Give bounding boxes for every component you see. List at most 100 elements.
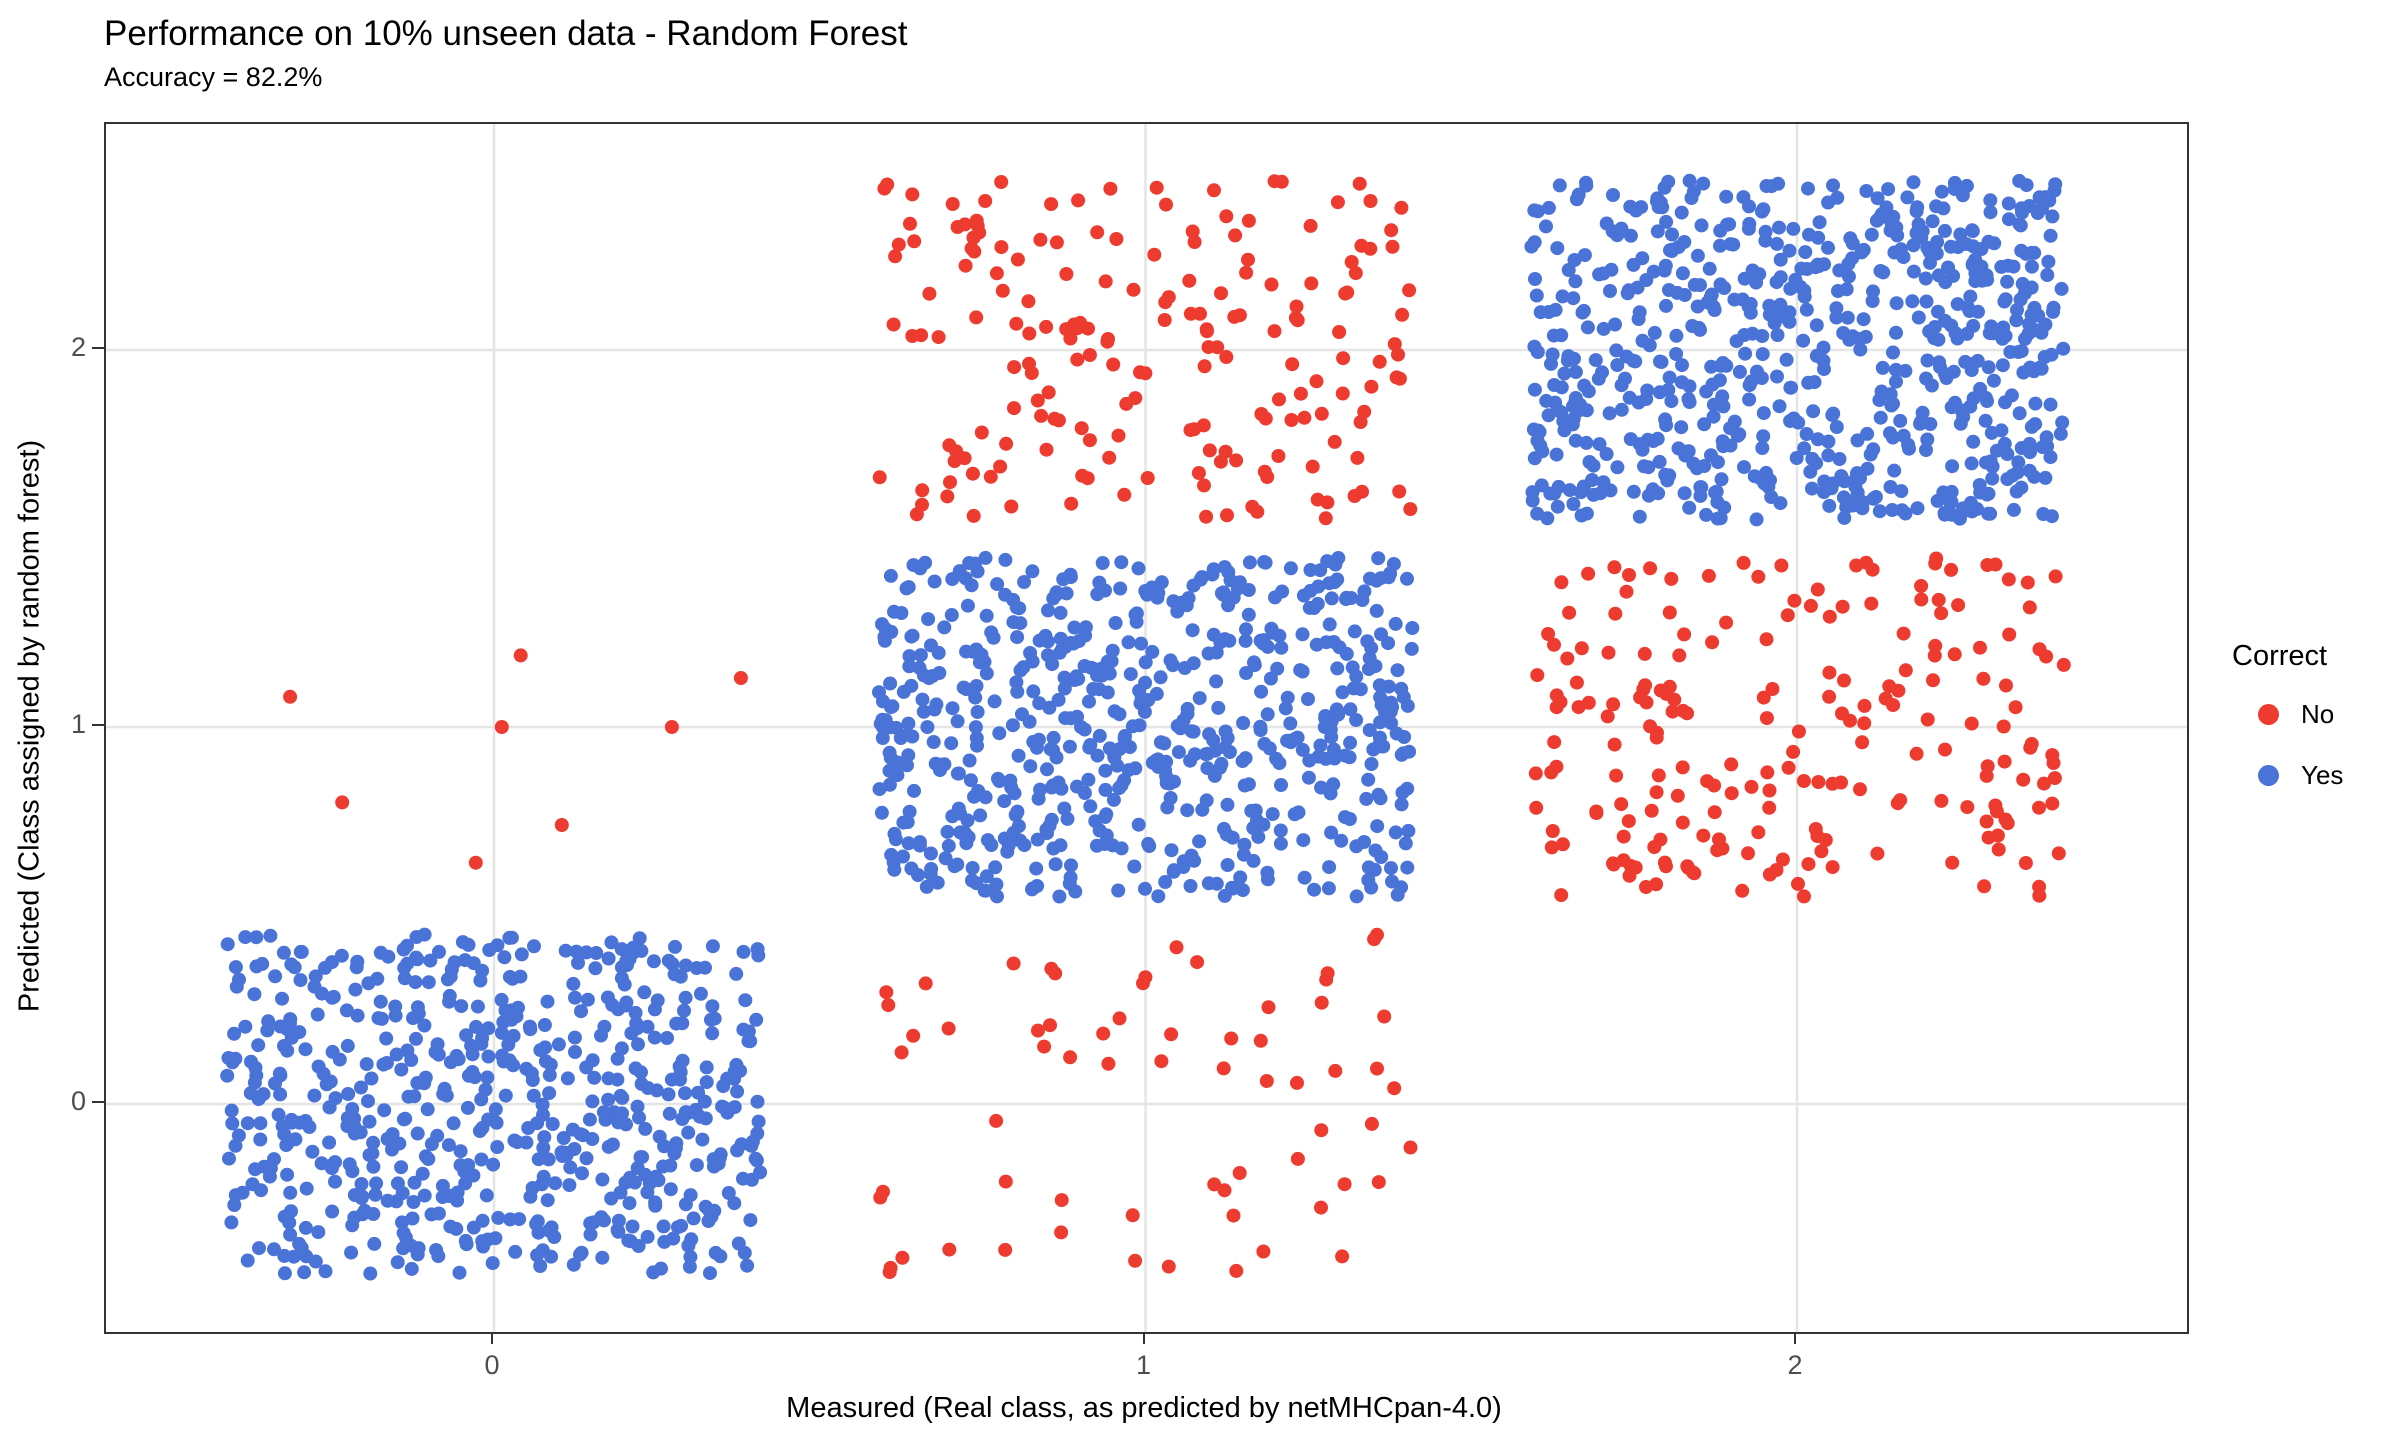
data-point [1814,844,1829,859]
data-point [244,1054,258,1069]
data-point [1675,760,1690,775]
data-point [1267,174,1282,189]
x-tick-label: 2 [1787,1350,1803,1380]
data-point [1264,621,1279,636]
data-point [614,942,629,957]
data-point [480,1232,495,1247]
data-point [1701,568,1716,583]
data-point [1233,870,1248,885]
data-point [665,957,680,972]
data-point [1247,655,1261,670]
data-point [1667,692,1682,707]
data-point [2027,469,2042,484]
data-point [1694,218,1709,233]
data-point [1682,173,1697,188]
data-point [1096,1026,1111,1041]
data-point [1863,447,1878,462]
data-point [1858,329,1873,344]
data-point [1960,800,1975,815]
data-point [663,1182,678,1197]
data-point [1769,863,1784,877]
data-point [915,483,930,498]
data-point [1860,461,1875,476]
data-point [1610,228,1625,243]
data-point [1905,294,1920,309]
data-point [1039,442,1054,457]
data-point [1268,590,1282,605]
data-point [695,1132,710,1147]
data-point [267,1242,281,1257]
data-point [1662,283,1676,297]
data-point [400,956,415,971]
data-point [1812,215,1827,230]
data-point [1388,616,1403,631]
data-point [519,1061,534,1076]
data-point [979,869,994,884]
data-point [1290,313,1305,328]
data-point [1531,423,1546,438]
data-point [345,1218,360,1233]
data-point [1183,423,1198,438]
data-point [1396,690,1411,705]
data-point [1707,303,1722,317]
data-point [1237,837,1252,852]
data-point [1318,511,1333,526]
data-point [1530,433,1545,448]
data-point [1606,188,1620,202]
data-point [1707,805,1722,820]
data-point [1787,593,1802,608]
data-point [461,1068,476,1083]
data-point [1362,723,1377,738]
data-point [535,1097,550,1112]
data-point [872,470,887,485]
data-point [1544,765,1559,780]
data-point [560,1071,575,1086]
data-point [1744,779,1759,794]
data-point [485,1256,500,1271]
data-point [1599,447,1614,461]
data-point [1870,846,1885,861]
data-point [963,773,978,788]
data-point [1647,325,1662,340]
data-point [1822,609,1837,624]
data-point [1983,193,1998,208]
data-point [1133,365,1147,380]
data-point [494,1025,509,1040]
data-point [647,1002,662,1017]
data-point [1183,879,1198,893]
data-point [944,608,959,622]
data-point [1039,822,1054,837]
data-point [1220,508,1234,523]
data-point [1272,756,1287,771]
data-point [1190,955,1205,970]
data-point [1772,399,1787,414]
data-point [442,988,457,1003]
data-point [701,1214,716,1228]
data-point [940,824,955,839]
data-point [1106,357,1121,372]
data-point [2011,345,2026,359]
data-point [1220,797,1235,812]
data-point [1581,566,1596,581]
data-point [951,766,966,781]
data-point [2043,228,2058,243]
data-point [1850,485,1865,500]
data-point [1112,707,1127,722]
data-point [277,1266,292,1281]
data-point [529,1217,544,1231]
data-point [1551,479,1566,494]
data-point [1887,463,1902,478]
data-point [1529,288,1544,303]
data-point [1621,814,1636,829]
data-point [1760,765,1775,780]
legend-label-no: No [2301,699,2335,729]
data-point [489,1115,504,1130]
data-point [1554,575,1569,590]
data-point [1925,214,1940,229]
data-point [1273,823,1288,838]
data-point [1661,383,1676,397]
data-point [1902,441,1916,456]
data-point [1582,455,1597,469]
data-point [902,649,917,664]
data-point [566,976,581,991]
